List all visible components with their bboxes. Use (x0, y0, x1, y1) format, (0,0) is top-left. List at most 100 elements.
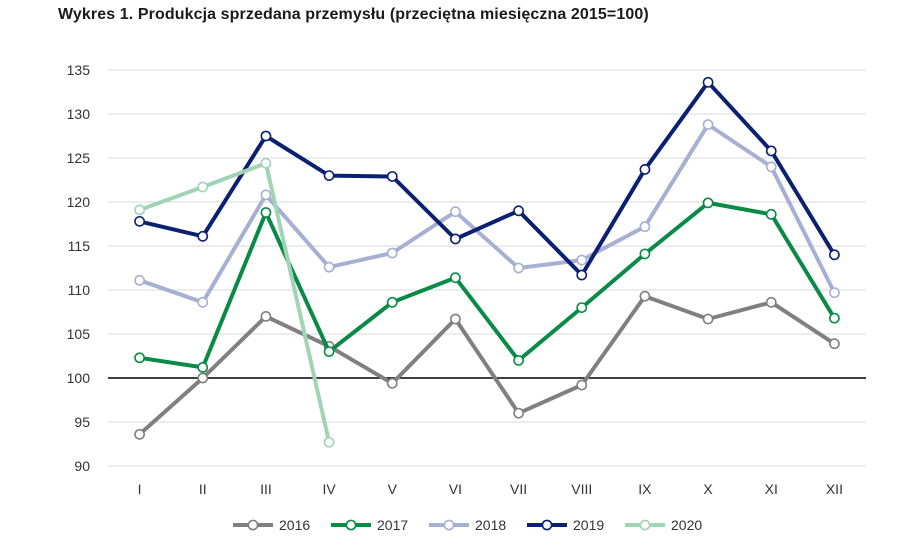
series-line-2019 (137, 80, 837, 277)
chart-title: Wykres 1. Produkcja sprzedana przemysłu … (58, 6, 649, 23)
point-2016-V (386, 377, 398, 389)
x-tick-label-II: II (199, 481, 207, 497)
point-2019-VI (450, 233, 461, 245)
legend-item-2017: 2017 (331, 517, 408, 533)
series-lines (134, 76, 840, 448)
y-axis-ticks: 90 95 100 105 110 115 120 125 130 135 (67, 62, 91, 474)
point-2016-II (197, 372, 209, 384)
x-tick-label-XI: XI (765, 481, 778, 497)
point-2016-VIII (576, 379, 588, 391)
legend-label-2016: 2016 (279, 517, 310, 533)
point-2017-III (260, 207, 272, 218)
point-2019-XI (765, 145, 777, 157)
x-tick-label-IV: IV (322, 481, 336, 497)
point-2019-II (197, 230, 209, 242)
point-2019-X (702, 76, 714, 88)
series-line-2016 (137, 294, 837, 437)
point-2016-I (134, 428, 145, 440)
point-2019-IV (323, 170, 335, 181)
legend-item-2020: 2020 (625, 517, 702, 533)
legend-item-2018: 2018 (429, 517, 506, 533)
legend-label-2018: 2018 (475, 517, 506, 533)
point-2018-IX (639, 221, 651, 233)
point-2017-VI (450, 272, 461, 284)
point-2017-VIII (576, 302, 588, 313)
x-tick-label-I: I (138, 481, 142, 497)
point-2018-VIII (576, 254, 588, 266)
y-tick-label-115: 115 (68, 238, 91, 254)
y-tick-label-105: 105 (67, 326, 91, 342)
x-tick-label-VII: VII (510, 481, 527, 497)
legend-label-2020: 2020 (671, 517, 702, 533)
y-tick-label-120: 120 (67, 194, 91, 210)
x-tick-label-VI: VI (449, 481, 462, 497)
point-2020-III (260, 157, 272, 169)
point-2019-I (134, 215, 145, 227)
series-line-2020 (137, 161, 332, 445)
x-tick-label-XII: XII (826, 481, 843, 497)
legend-marker-2016 (247, 519, 259, 531)
point-2019-V (386, 171, 398, 182)
legend-marker-2020 (639, 519, 651, 531)
legend-marker-2018 (443, 519, 455, 531)
legend-item-2019: 2019 (527, 517, 604, 533)
point-2019-IX (639, 164, 651, 175)
point-2020-IV (323, 436, 335, 448)
point-2017-X (702, 197, 714, 209)
point-2016-IX (639, 290, 651, 302)
y-tick-label-135: 135 (67, 62, 91, 78)
point-2017-IX (639, 248, 651, 260)
point-2017-I (134, 352, 145, 364)
point-2018-III (260, 189, 272, 201)
point-2017-XII (829, 312, 840, 324)
point-2017-II (197, 362, 209, 373)
point-2020-II (197, 181, 209, 193)
x-tick-label-VIII: VIII (571, 481, 592, 497)
point-2016-III (260, 310, 272, 322)
point-2020-I (134, 204, 145, 216)
point-2018-I (134, 274, 145, 286)
legend-label-2017: 2017 (377, 517, 408, 533)
y-tick-label-100: 100 (67, 370, 91, 386)
point-2019-VIII (576, 269, 588, 281)
point-2018-IV (323, 261, 335, 273)
x-axis-ticks: I II III IV V VI VII VIII IX X XI XII (138, 481, 843, 497)
point-2016-VI (450, 313, 461, 325)
legend-item-2016: 2016 (233, 517, 310, 533)
point-2017-IV (323, 346, 335, 357)
y-tick-label-95: 95 (74, 414, 90, 430)
legend-marker-2017 (345, 519, 357, 531)
point-2018-X (702, 119, 714, 130)
point-2018-V (386, 247, 398, 259)
x-tick-label-IX: IX (638, 481, 652, 497)
x-tick-label-X: X (703, 481, 713, 497)
point-2018-XI (765, 161, 777, 173)
series-line-2018 (137, 122, 837, 305)
legend: 2016 2017 2018 2019 2020 (233, 517, 702, 533)
y-tick-label-130: 130 (67, 106, 91, 122)
point-2018-II (197, 296, 209, 308)
point-2019-III (260, 130, 272, 142)
point-2016-VII (513, 407, 524, 419)
legend-label-2019: 2019 (573, 517, 604, 533)
point-2017-V (386, 296, 398, 308)
point-2016-XI (765, 296, 777, 308)
y-tick-label-125: 125 (67, 150, 91, 166)
x-tick-label-V: V (388, 481, 398, 497)
grid-lines (108, 69, 866, 467)
y-tick-label-90: 90 (74, 458, 90, 474)
point-2018-VI (450, 206, 461, 218)
point-2018-VII (513, 262, 524, 274)
y-tick-label-110: 110 (68, 282, 91, 298)
point-2016-XII (829, 338, 840, 350)
legend-marker-2019 (541, 519, 553, 531)
x-tick-label-III: III (260, 481, 272, 497)
point-2017-XI (765, 208, 777, 220)
series-line-2017 (137, 200, 837, 370)
point-2019-VII (513, 205, 524, 217)
point-2019-XII (829, 249, 840, 261)
point-2016-X (702, 313, 714, 325)
point-2017-VII (513, 354, 524, 366)
point-2018-XII (829, 287, 840, 299)
